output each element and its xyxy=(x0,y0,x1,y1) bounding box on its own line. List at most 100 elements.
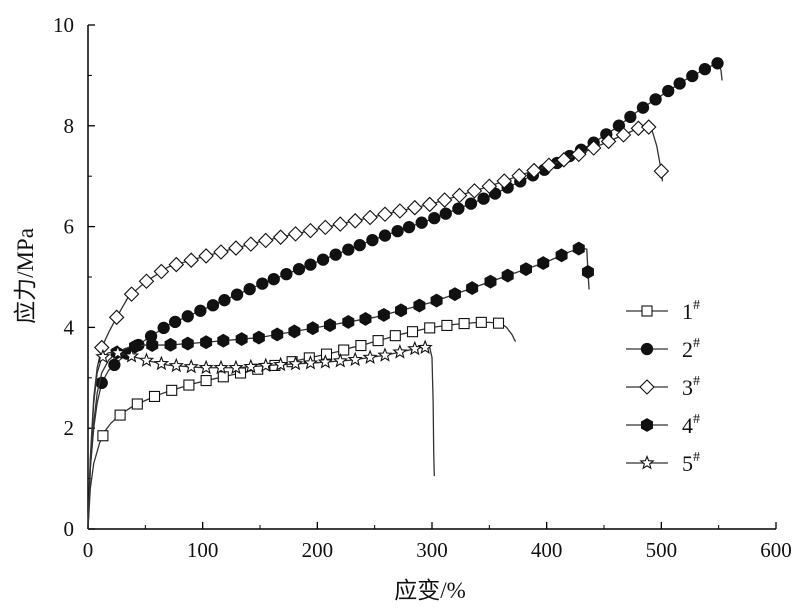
series-4-point xyxy=(520,262,533,277)
series-2-point xyxy=(157,321,170,335)
y-tick-label: 4 xyxy=(64,315,75,339)
series-2-point xyxy=(624,110,637,124)
series-1-point xyxy=(114,409,126,421)
series-4-point xyxy=(146,338,159,352)
series-3-point xyxy=(600,133,617,150)
series-2-point xyxy=(108,358,121,371)
series-3 xyxy=(87,119,670,530)
series-4-point xyxy=(484,274,497,289)
series-1-point xyxy=(166,384,178,396)
series-4-point xyxy=(217,333,230,348)
series-3-point xyxy=(511,168,527,184)
series-2-point xyxy=(267,272,280,286)
y-tick-label: 8 xyxy=(64,114,75,138)
series-2-point xyxy=(452,202,465,215)
series-3-point xyxy=(168,256,185,273)
series-3-point xyxy=(362,209,378,226)
series-3-point xyxy=(153,263,170,280)
x-tick-label: 0 xyxy=(83,538,94,562)
legend-label: 2# xyxy=(682,336,700,362)
legend: 1# 2# 3# 4# 5# xyxy=(626,298,700,476)
series-5-point xyxy=(228,359,244,375)
x-axis-title: 应变/% xyxy=(394,578,466,603)
series-1-point xyxy=(389,330,401,342)
series-2-point xyxy=(292,262,306,276)
series-2-point xyxy=(698,62,712,76)
series-3-point xyxy=(257,232,274,249)
series-3-point xyxy=(183,252,199,268)
series-3-point xyxy=(541,157,557,174)
series-4-point xyxy=(342,315,355,329)
y-tick-label: 6 xyxy=(64,215,75,239)
axes-group: 0 100 200 300 400 500 600 0 2 4 6 8 10 xyxy=(53,13,792,562)
series-2-point xyxy=(673,77,686,90)
series-3-point xyxy=(526,162,542,179)
legend-sup: # xyxy=(693,374,700,389)
legend-sup: # xyxy=(693,336,700,351)
legend-marker xyxy=(640,418,654,432)
series-3-point xyxy=(228,240,244,256)
series-1-point xyxy=(424,322,436,334)
series-4-point xyxy=(555,248,568,263)
series-1-point xyxy=(492,317,505,329)
series-3-point xyxy=(585,140,602,156)
series-3-point xyxy=(570,146,587,163)
series-4-point xyxy=(252,330,265,345)
series-5-point xyxy=(332,352,348,368)
legend-item-1: 1# xyxy=(626,298,700,324)
legend-marker xyxy=(640,342,654,356)
series-1-point xyxy=(372,335,384,347)
series-5-point xyxy=(138,352,155,367)
series-1-point xyxy=(338,344,350,356)
series-4-point xyxy=(537,256,550,271)
series-1-point xyxy=(200,375,212,387)
y-tick-label: 2 xyxy=(64,416,75,440)
x-tick-label: 200 xyxy=(302,538,334,562)
legend-label: 4# xyxy=(682,412,700,438)
series-5-point xyxy=(183,358,199,374)
series-3-point xyxy=(138,273,155,290)
series-2-point xyxy=(206,299,220,312)
series-group xyxy=(87,57,724,530)
series-1-point xyxy=(475,316,487,328)
series-5-point xyxy=(110,344,126,360)
series-1 xyxy=(87,316,517,530)
series-3-point xyxy=(287,226,304,242)
series-5-point xyxy=(317,354,333,369)
series-4-point xyxy=(466,281,479,296)
series-3-point xyxy=(481,178,498,195)
x-tick-label: 300 xyxy=(416,538,448,562)
legend-label: 3# xyxy=(682,374,700,400)
series-4-point xyxy=(359,311,372,326)
series-5-point xyxy=(417,339,433,355)
series-3-point xyxy=(108,309,125,326)
series-5 xyxy=(87,339,435,530)
legend-label: 5# xyxy=(682,450,700,476)
series-1-line xyxy=(87,321,517,530)
series-1-point xyxy=(441,319,453,331)
series-1-point xyxy=(131,398,143,410)
series-4-point xyxy=(129,339,142,354)
series-4-point xyxy=(430,293,443,308)
x-tick-label: 500 xyxy=(646,538,678,562)
series-2-point xyxy=(353,238,366,252)
series-5-point xyxy=(243,358,259,374)
series-2-point xyxy=(243,282,256,296)
series-5-point xyxy=(377,347,393,362)
series-4-point xyxy=(288,324,301,339)
series-1-point xyxy=(97,430,109,442)
series-3-point xyxy=(347,213,363,229)
series-2-point xyxy=(636,101,650,114)
series-4-point xyxy=(200,335,213,350)
series-2-point xyxy=(711,57,724,70)
legend-item-2: 2# xyxy=(626,336,700,362)
series-2-point xyxy=(649,93,662,106)
series-5-point xyxy=(95,348,111,364)
series-2-point xyxy=(218,294,231,307)
series-1-point xyxy=(183,379,195,391)
series-4-point xyxy=(501,268,514,283)
series-3-point xyxy=(615,127,632,143)
series-2-point xyxy=(391,224,404,238)
series-2-point xyxy=(342,243,355,256)
legend-sup: # xyxy=(693,412,700,427)
